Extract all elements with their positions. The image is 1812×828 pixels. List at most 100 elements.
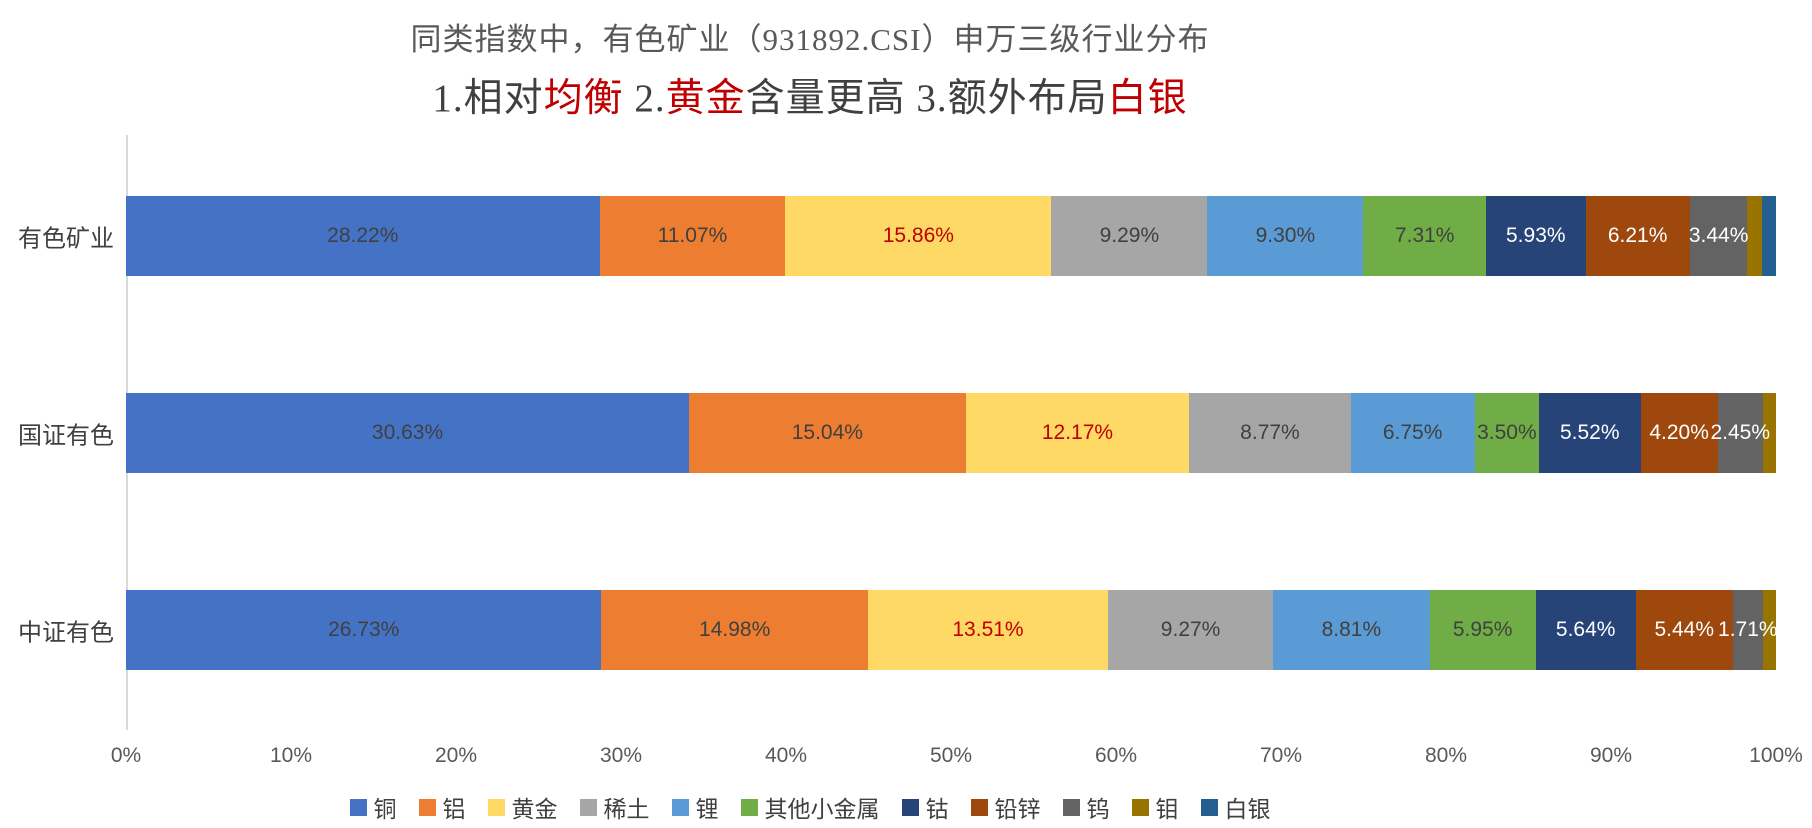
segment-国证有色-稀土: 8.77% bbox=[1189, 393, 1351, 473]
data-label: 9.27% bbox=[1160, 618, 1221, 641]
x-tick-90%: 90% bbox=[1589, 744, 1633, 767]
data-label: 5.95% bbox=[1452, 618, 1513, 641]
data-label: 12.17% bbox=[1041, 421, 1114, 444]
segment-国证有色-铜: 30.63% bbox=[126, 393, 690, 473]
bar-国证有色: 30.63% 15.04% 12.17% 8.77% 6.75% 3.50% 5.52% 4.… bbox=[126, 393, 1776, 473]
x-tick-50%: 50% bbox=[929, 744, 973, 767]
segment-有色矿业-稀土: 9.29% bbox=[1051, 196, 1208, 276]
legend-swatch-icon bbox=[740, 798, 758, 816]
legend: 铜 铝 黄金 稀土 锂 其他小金属 钴 铅锌 钨 钼 白银 bbox=[0, 790, 1620, 824]
segment-国证有色-钴: 5.52% bbox=[1539, 393, 1641, 473]
segment-中证有色-钴: 5.64% bbox=[1535, 590, 1636, 670]
segment-有色矿业-钼 bbox=[1747, 196, 1762, 276]
subtitle-text: 1.相对 bbox=[432, 77, 544, 120]
data-label: 13.51% bbox=[952, 618, 1024, 641]
segment-国证有色-钼 bbox=[1762, 393, 1776, 473]
data-label: 6.75% bbox=[1382, 421, 1443, 444]
x-tick-10%: 10% bbox=[269, 744, 313, 767]
legend-item-稀土: 稀土 bbox=[579, 790, 650, 824]
data-label: 8.81% bbox=[1321, 618, 1382, 641]
segment-有色矿业-其他小金属: 7.31% bbox=[1363, 196, 1487, 276]
subtitle-highlight: 白银 bbox=[1107, 77, 1188, 120]
segment-国证有色-铅锌: 4.20% bbox=[1640, 393, 1718, 473]
x-tick-100%: 100% bbox=[1749, 744, 1803, 767]
legend-swatch-icon bbox=[487, 798, 505, 816]
x-tick-40%: 40% bbox=[764, 744, 808, 767]
legend-label: 铜 bbox=[373, 797, 397, 822]
data-label: 7.31% bbox=[1394, 224, 1455, 247]
x-tick-0%: 0% bbox=[110, 744, 142, 767]
legend-label: 其他小金属 bbox=[764, 797, 880, 822]
x-tick-30%: 30% bbox=[599, 744, 643, 767]
subtitle-text: 含量更高 3.额外布局 bbox=[745, 77, 1108, 120]
category-label-国证有色: 国证有色 bbox=[18, 423, 114, 450]
legend-label: 黄金 bbox=[511, 797, 558, 822]
legend-item-白银: 白银 bbox=[1200, 790, 1271, 824]
x-tick-60%: 60% bbox=[1094, 744, 1138, 767]
data-label: 9.29% bbox=[1099, 224, 1160, 247]
legend-swatch-icon bbox=[1062, 798, 1080, 816]
segment-有色矿业-钴: 5.93% bbox=[1486, 196, 1586, 276]
data-label: 5.44% bbox=[1654, 618, 1714, 641]
segment-中证有色-钼 bbox=[1763, 590, 1776, 670]
category-label-有色矿业: 有色矿业 bbox=[18, 226, 114, 253]
data-label: 15.04% bbox=[791, 421, 863, 444]
x-tick-80%: 80% bbox=[1424, 744, 1468, 767]
legend-swatch-icon bbox=[579, 798, 597, 816]
legend-item-钨: 钨 bbox=[1062, 790, 1110, 824]
data-label: 14.98% bbox=[699, 618, 771, 641]
segment-中证有色-铝: 14.98% bbox=[601, 590, 868, 670]
legend-item-钼: 钼 bbox=[1131, 790, 1179, 824]
legend-label: 铝 bbox=[442, 797, 466, 822]
data-label: 11.07% bbox=[657, 224, 728, 247]
legend-label: 锂 bbox=[695, 797, 719, 822]
segment-国证有色-黄金: 12.17% bbox=[965, 393, 1190, 473]
segment-国证有色-其他小金属: 3.50% bbox=[1474, 393, 1540, 473]
legend-item-黄金: 黄金 bbox=[487, 790, 558, 824]
chart-subtitle: 1.相对均衡 2.黄金含量更高 3.额外布局白银 bbox=[0, 67, 1620, 123]
legend-item-铅锌: 铅锌 bbox=[970, 790, 1041, 824]
title-block: 同类指数中，有色矿业（931892.CSI）申万三级行业分布 1.相对均衡 2.… bbox=[0, 14, 1620, 123]
data-label: 5.52% bbox=[1559, 421, 1620, 444]
segment-中证有色-钨: 1.71% bbox=[1718, 590, 1778, 670]
data-label: 5.93% bbox=[1506, 224, 1566, 247]
legend-swatch-icon bbox=[418, 798, 436, 816]
segment-中证有色-铜: 26.73% bbox=[126, 590, 602, 670]
data-label: 8.77% bbox=[1240, 421, 1300, 444]
subtitle-highlight: 均衡 bbox=[543, 77, 624, 120]
subtitle-highlight: 黄金 bbox=[665, 77, 746, 120]
data-label: 28.22% bbox=[327, 224, 399, 247]
bar-中证有色: 26.73% 14.98% 13.51% 9.27% 8.81% 5.95% 5.64% 5.… bbox=[126, 590, 1778, 670]
data-label: 30.63% bbox=[371, 421, 444, 444]
segment-中证有色-铅锌: 5.44% bbox=[1635, 590, 1733, 670]
legend-label: 白银 bbox=[1224, 797, 1271, 822]
legend-swatch-icon bbox=[901, 798, 919, 816]
data-label: 15.86% bbox=[882, 224, 954, 247]
chart-title: 同类指数中，有色矿业（931892.CSI）申万三级行业分布 bbox=[410, 22, 1210, 57]
segment-有色矿业-铅锌: 6.21% bbox=[1585, 196, 1690, 276]
subtitle-text: 2. bbox=[623, 77, 666, 120]
data-label: 4.20% bbox=[1649, 421, 1709, 444]
legend-item-钴: 钴 bbox=[901, 790, 949, 824]
segment-有色矿业-钨: 3.44% bbox=[1689, 196, 1748, 276]
legend-label: 稀土 bbox=[603, 797, 650, 822]
legend-item-锂: 锂 bbox=[671, 790, 719, 824]
data-label: 6.21% bbox=[1607, 224, 1668, 247]
legend-item-其他小金属: 其他小金属 bbox=[740, 790, 880, 824]
segment-有色矿业-锂: 9.30% bbox=[1207, 196, 1364, 276]
segment-有色矿业-铜: 28.22% bbox=[126, 196, 600, 276]
legend-label: 铅锌 bbox=[994, 797, 1041, 822]
data-label: 3.50% bbox=[1477, 421, 1537, 444]
legend-item-铝: 铝 bbox=[418, 790, 466, 824]
data-label: 9.30% bbox=[1255, 224, 1316, 247]
segment-中证有色-黄金: 13.51% bbox=[867, 590, 1109, 670]
data-label: 26.73% bbox=[328, 618, 400, 641]
legend-label: 钴 bbox=[925, 797, 949, 822]
segment-中证有色-锂: 8.81% bbox=[1273, 590, 1430, 670]
data-label: 5.64% bbox=[1555, 618, 1616, 641]
legend-label: 钼 bbox=[1155, 797, 1179, 822]
segment-有色矿业-黄金: 15.86% bbox=[785, 196, 1052, 276]
data-label: 2.45% bbox=[1710, 421, 1771, 444]
segment-国证有色-锂: 6.75% bbox=[1350, 393, 1475, 473]
